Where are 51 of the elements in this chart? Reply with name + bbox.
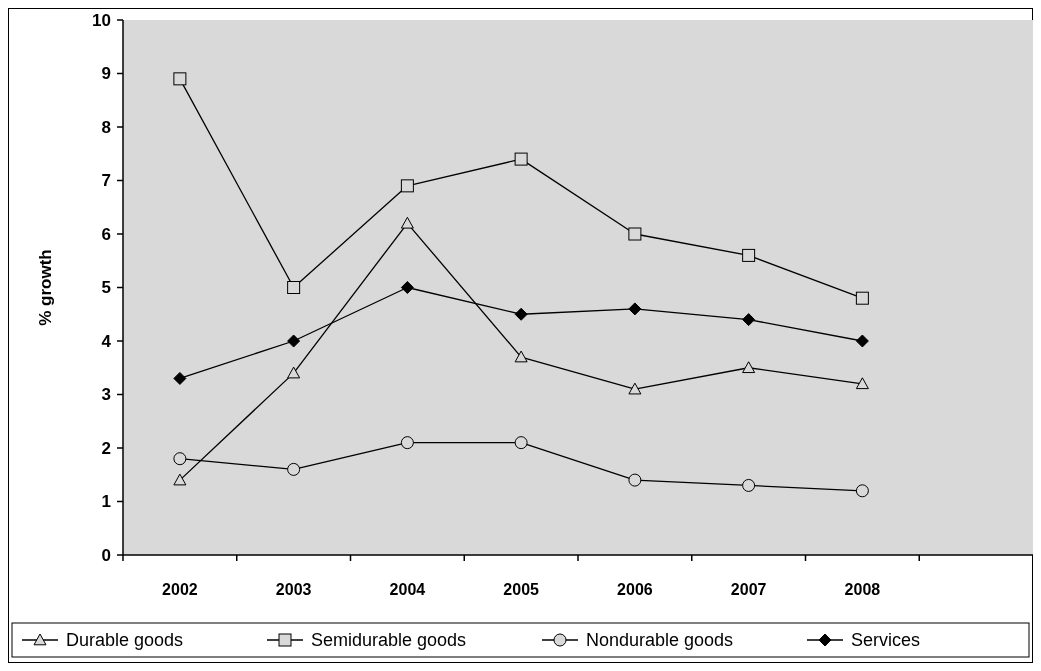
point: [173, 72, 187, 86]
point: [287, 462, 301, 476]
x-tick-label: 2004: [389, 581, 426, 598]
point: [628, 302, 642, 316]
point: [400, 179, 414, 193]
point: [514, 350, 528, 363]
point: [742, 248, 756, 262]
point: [514, 307, 528, 321]
point: [628, 227, 642, 241]
point: [742, 478, 756, 492]
point: [400, 216, 414, 229]
x-tick-label: 2007: [730, 581, 767, 598]
point: [400, 281, 414, 294]
y-tick-label: 3: [101, 385, 111, 405]
y-tick-label: 7: [101, 171, 111, 191]
y-axis-title: % growth: [36, 249, 55, 326]
point: [400, 436, 414, 450]
y-tick-label: 6: [101, 224, 111, 244]
y-tick-label: 4: [101, 331, 112, 351]
point: [514, 436, 528, 450]
y-tick-label: 8: [101, 117, 111, 137]
point: [855, 334, 869, 348]
x-tick-label: 2003: [275, 581, 312, 598]
y-tick-label: 9: [101, 64, 111, 84]
point: [173, 371, 187, 385]
legend-label: Services: [851, 630, 921, 651]
point: [855, 291, 869, 305]
y-tick-label: 5: [101, 278, 111, 298]
x-tick-label: 2006: [617, 581, 653, 598]
x-tick-label: 2008: [844, 581, 881, 598]
x-tick-label: 2002: [162, 581, 198, 598]
point: [287, 334, 301, 348]
point: [287, 366, 301, 379]
point: [628, 382, 642, 395]
y-tick-label: 2: [101, 438, 111, 458]
point: [173, 452, 187, 466]
legend-label: Semidurable goods: [311, 630, 467, 651]
y-tick-label: 0: [101, 545, 111, 565]
legend-label: Nondurable goods: [586, 630, 734, 651]
point: [742, 313, 756, 327]
point: [514, 152, 528, 166]
x-tick-label: 2005: [503, 581, 540, 598]
point: [855, 377, 869, 390]
y-tick-label: 10: [92, 10, 111, 30]
point: [287, 281, 301, 294]
y-tick-label: 1: [101, 492, 111, 512]
legend-label: Durable goods: [66, 630, 184, 651]
point: [855, 484, 869, 498]
point: [173, 473, 187, 486]
point: [628, 473, 642, 487]
point: [742, 361, 756, 374]
